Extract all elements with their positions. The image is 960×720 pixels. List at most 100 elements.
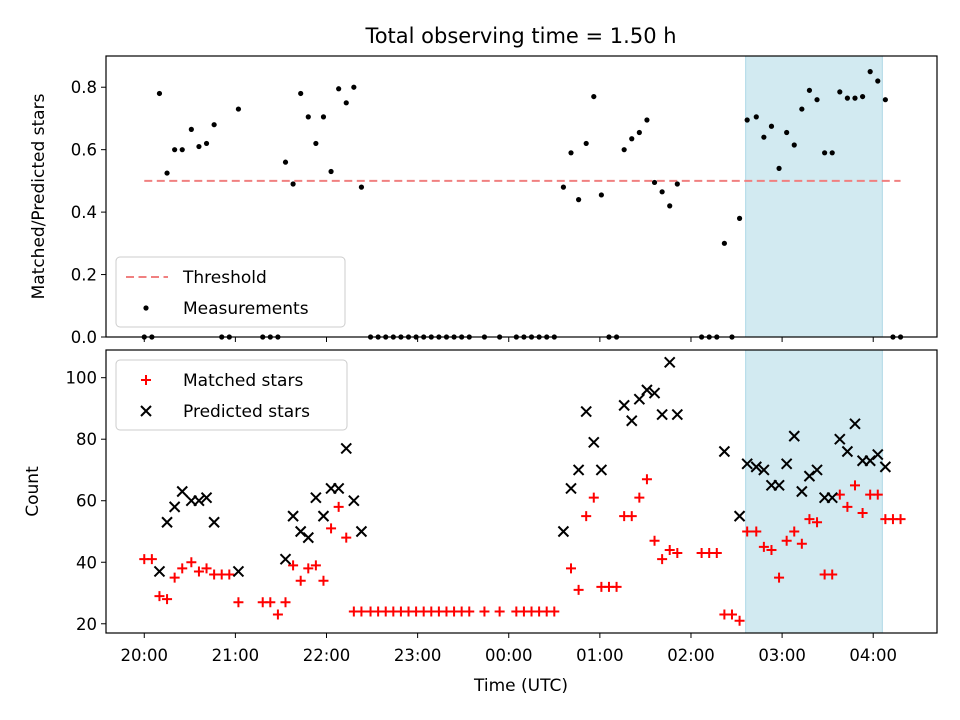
matched-point <box>766 544 777 555</box>
measurement-point <box>753 114 759 120</box>
measurement-point <box>806 87 813 93</box>
matched-point <box>573 584 584 595</box>
matched-point <box>201 563 212 574</box>
predicted-point <box>733 510 746 522</box>
predicted-point <box>633 393 646 405</box>
legend-box <box>115 256 346 328</box>
predicted-point <box>864 455 876 467</box>
predicted-point <box>193 495 205 507</box>
legend-label: Measurements <box>183 299 309 319</box>
measurement-point <box>867 69 873 75</box>
predicted-point <box>648 387 661 399</box>
measurement-point <box>621 147 627 153</box>
measurement-point <box>172 147 178 153</box>
highlight-span <box>745 56 883 337</box>
matched-point <box>611 581 622 592</box>
series-x <box>153 356 892 578</box>
matched-point <box>186 557 197 568</box>
measurement-point <box>598 192 604 198</box>
matched-point <box>789 526 800 537</box>
measurement-point <box>799 106 805 112</box>
measurement-point <box>667 203 673 209</box>
predicted-point <box>618 399 630 412</box>
measurement-point <box>576 197 582 203</box>
predicted-point <box>580 405 592 418</box>
measurement-point <box>659 189 665 195</box>
axes-frame <box>105 349 938 634</box>
matched-point <box>842 501 853 512</box>
predicted-point <box>773 479 785 492</box>
y-tick-label: 100 <box>66 369 98 388</box>
predicted-point <box>332 482 345 495</box>
measurement-point <box>859 93 866 100</box>
measurement-point <box>761 134 767 140</box>
measurement-point <box>179 147 185 153</box>
predicted-point <box>834 433 846 445</box>
measurement-point <box>298 90 304 97</box>
matched-point <box>734 615 745 626</box>
matched-point <box>288 560 299 571</box>
matched-point <box>781 535 792 546</box>
measurement-point <box>644 117 650 123</box>
matched-point <box>641 474 652 485</box>
matched-point <box>804 514 815 525</box>
axes-frame <box>105 55 938 338</box>
measurement-point <box>143 305 149 311</box>
measurement-point <box>583 140 589 147</box>
measurement-point <box>837 89 843 95</box>
predicted-point <box>872 448 884 461</box>
x-tick-label: 00:00 <box>485 646 533 665</box>
measurement-point <box>852 95 858 101</box>
legend: Threshold Measurements <box>115 256 346 328</box>
measurement-point <box>674 181 680 187</box>
legend-box <box>115 359 348 431</box>
measurement-point <box>651 179 658 186</box>
predicted-point <box>168 501 181 513</box>
matched-point <box>356 606 367 617</box>
series-plus <box>139 474 906 626</box>
predicted-point <box>200 491 213 504</box>
predicted-point <box>656 408 668 421</box>
measurement-point <box>629 136 635 142</box>
measurement-point <box>164 170 170 176</box>
y-tick-label: 0.6 <box>71 141 97 160</box>
predicted-point <box>796 485 808 498</box>
measurement-point <box>829 150 835 156</box>
measurement-point <box>875 78 881 84</box>
matched-point <box>581 511 592 522</box>
measurement-point <box>211 122 217 128</box>
measurement-point <box>305 114 311 120</box>
matched-point <box>169 572 180 583</box>
matched-point <box>742 526 753 537</box>
predicted-point <box>718 445 731 458</box>
predicted-point <box>140 405 152 417</box>
matched-point <box>711 548 722 559</box>
matched-point <box>751 526 762 537</box>
count-panel: 20 40 60 80 100 20:00 21:00 22:00 23:00 00:00 01:0… <box>23 349 938 665</box>
matched-point <box>146 554 157 565</box>
matched-point <box>857 508 868 519</box>
y-tick-label: 0.0 <box>71 328 97 347</box>
y-tick-label: 0.8 <box>71 78 97 97</box>
ratio-panel: 0.0 0.2 0.4 0.6 0.8 Matched/Predicted stars Th… <box>29 55 938 347</box>
x-tick-label: 22:00 <box>303 646 351 665</box>
measurement-point <box>784 129 790 136</box>
x-tick-label: 02:00 <box>667 646 715 665</box>
measurement-point <box>822 150 828 156</box>
predicted-point <box>279 553 292 565</box>
predicted-point <box>310 491 322 504</box>
x-tick-label: 21:00 <box>212 646 260 665</box>
predicted-point <box>841 445 854 458</box>
predicted-point <box>780 458 793 470</box>
matched-point <box>634 492 645 503</box>
x-tick-label: 23:00 <box>394 646 442 665</box>
measurement-point <box>882 97 888 103</box>
measurement-point <box>568 150 574 156</box>
y-tick-label: 80 <box>76 430 97 449</box>
predicted-point <box>641 384 653 396</box>
y-tick-label: 40 <box>76 553 97 572</box>
predicted-point <box>849 418 861 430</box>
measurement-point <box>343 100 349 106</box>
predicted-point <box>879 461 892 473</box>
